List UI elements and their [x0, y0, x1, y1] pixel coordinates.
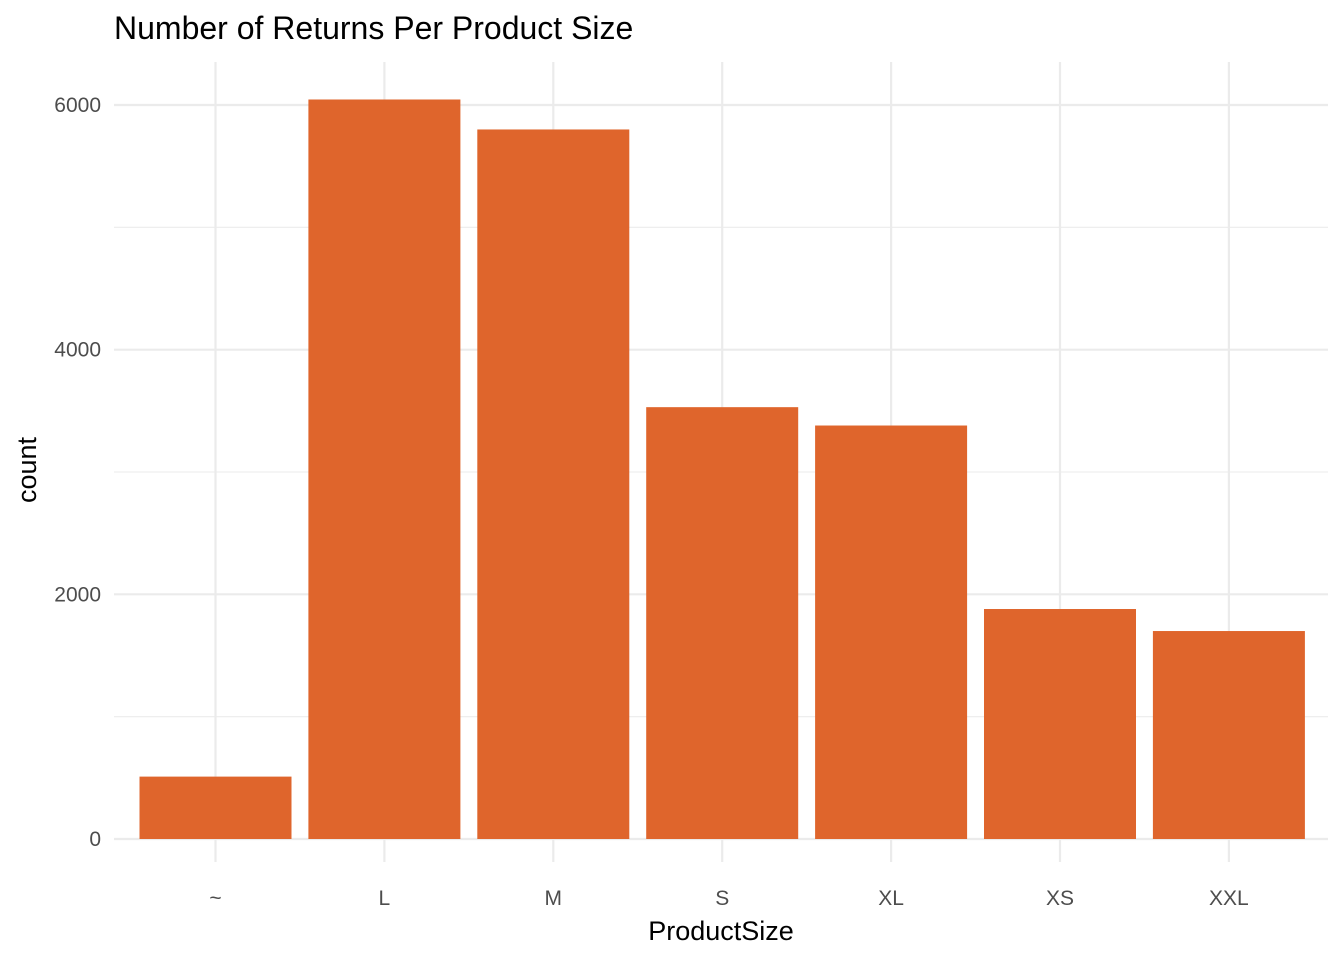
bar-6: [984, 609, 1136, 839]
bar-5: [815, 425, 968, 839]
bar-1: [139, 776, 292, 839]
bar-2: [308, 99, 461, 840]
chart-title: Number of Returns Per Product Size: [114, 10, 633, 46]
y-axis-ticks: 0 2000 4000 6000: [54, 94, 101, 851]
y-tick-label: 2000: [54, 583, 101, 606]
y-tick-label: 6000: [54, 94, 101, 117]
bar-3: [477, 129, 630, 839]
bars: [139, 99, 1305, 840]
x-tick-label: M: [545, 887, 563, 910]
y-tick-label: 0: [89, 828, 101, 851]
bar-4: [646, 407, 799, 839]
x-tick-label: S: [715, 887, 729, 910]
y-axis-title: count: [12, 436, 42, 503]
bar-7: [1152, 631, 1305, 839]
x-tick-label: XXL: [1209, 887, 1249, 910]
x-tick-label: ~: [209, 887, 221, 910]
x-axis-ticks: ~ L M S XL XS XXL: [209, 887, 1248, 910]
y-tick-label: 4000: [54, 339, 101, 362]
x-tick-label: XL: [878, 887, 904, 910]
x-tick-label: XS: [1046, 887, 1074, 910]
x-axis-title: ProductSize: [648, 916, 794, 946]
x-tick-label: L: [379, 887, 391, 910]
